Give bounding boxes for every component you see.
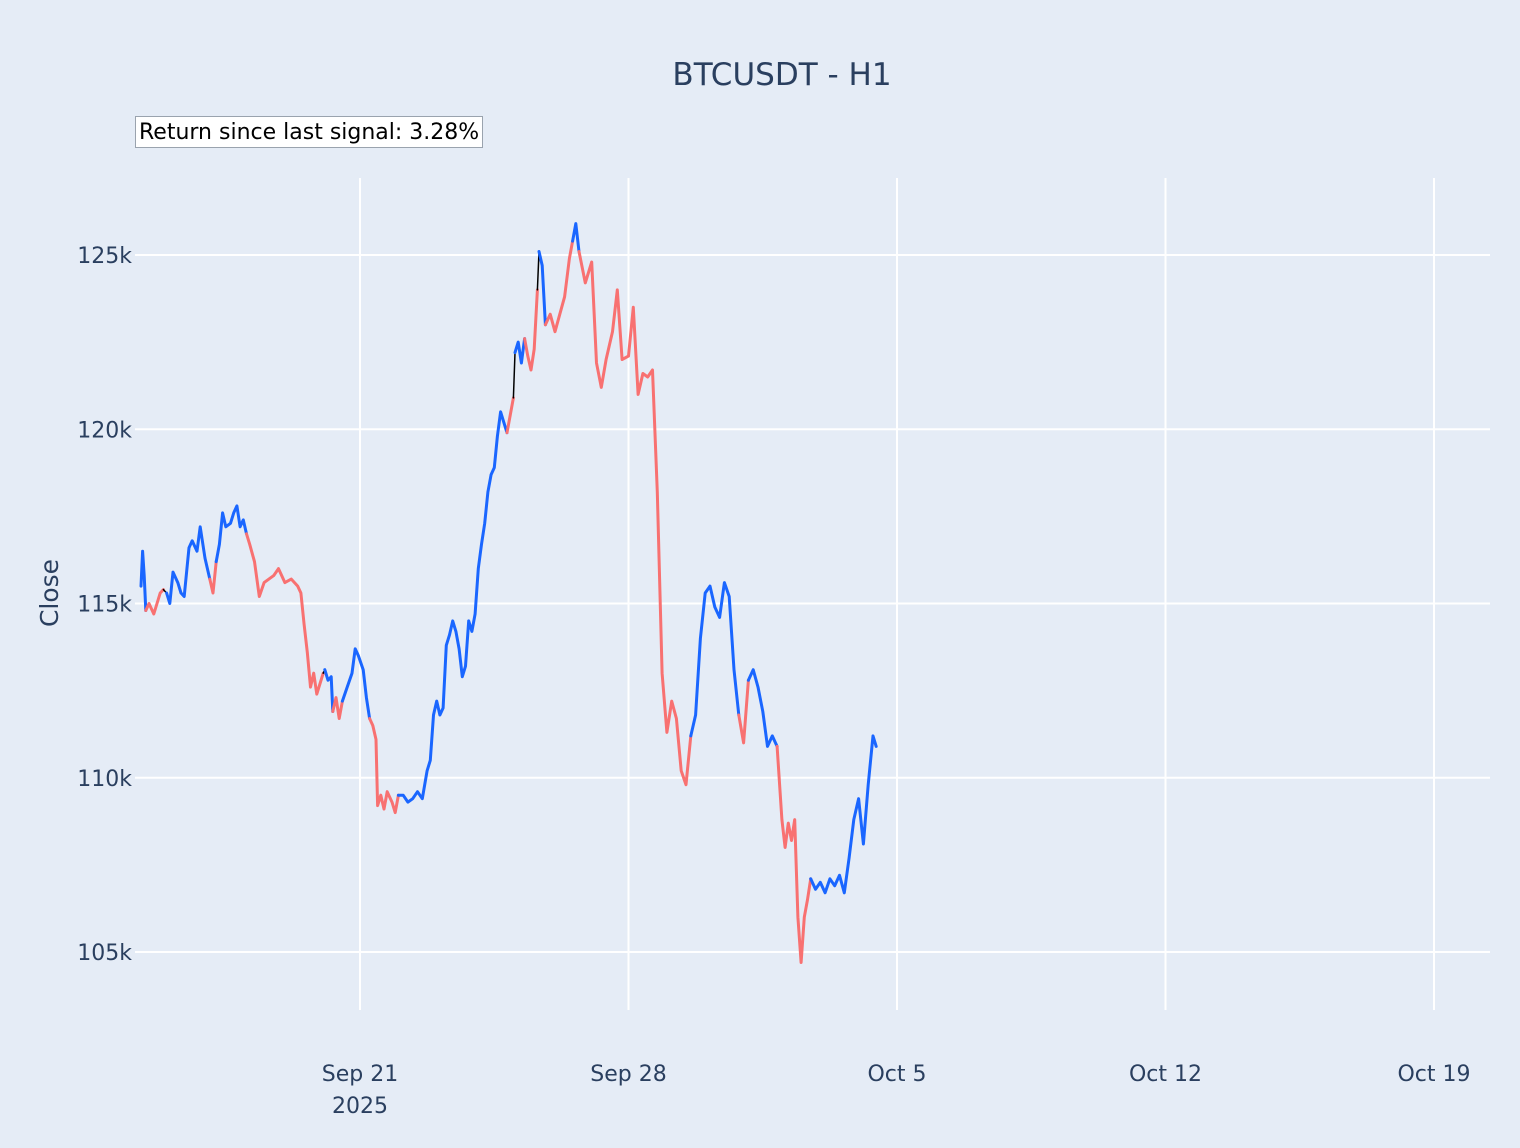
y-tick-label: 125k xyxy=(77,244,132,269)
close-line-up-segment xyxy=(513,337,527,365)
y-tick-label: 115k xyxy=(77,593,132,618)
close-line-neutral-segment xyxy=(536,250,540,291)
close-line-down-segment xyxy=(523,288,539,372)
close-line-up-segment xyxy=(139,549,148,612)
close-line-down-segment xyxy=(577,250,693,787)
close-line-down-segment xyxy=(331,696,344,720)
close-line-up-segment xyxy=(340,647,372,720)
close-line-down-segment xyxy=(368,717,400,815)
x-tick-label: Oct 5 xyxy=(867,1062,926,1087)
close-line-down-segment xyxy=(245,532,325,696)
grid-layer xyxy=(135,178,1490,1010)
close-line-up-segment xyxy=(165,525,212,605)
close-line-down-segment xyxy=(144,588,165,616)
close-line-down-segment xyxy=(505,396,515,435)
tick-layer: 105k 110k 115k 120k 125k Sep 21 2025 Sep 28 Oct … xyxy=(77,244,1470,1119)
close-line-neutral-segment xyxy=(512,351,516,399)
x-tick-label: Oct 12 xyxy=(1129,1062,1202,1087)
close-line-down-segment xyxy=(775,744,813,964)
close-line-up-segment xyxy=(214,504,248,564)
chart-title: BTCUSDT - H1 xyxy=(672,57,891,93)
y-tick-label: 105k xyxy=(77,941,132,966)
return-annotation: Return since last signal: 3.28% xyxy=(135,116,484,148)
close-line-up-segment xyxy=(323,668,335,713)
x-tick-label: Sep 28 xyxy=(590,1062,666,1087)
close-line-up-segment xyxy=(746,668,779,748)
y-tick-label: 110k xyxy=(77,767,132,792)
close-line-down-segment xyxy=(208,560,218,595)
close-line-up-segment xyxy=(809,734,878,895)
y-tick-label: 120k xyxy=(77,418,132,443)
close-line-up-segment xyxy=(689,581,741,738)
close-line-up-segment xyxy=(537,250,547,327)
close-line-down-segment xyxy=(543,239,575,334)
close-line-down-segment xyxy=(737,678,750,745)
close-line-up-segment xyxy=(396,410,509,804)
series-layer xyxy=(139,222,878,964)
x-tick-label: Oct 19 xyxy=(1397,1062,1470,1087)
x-tick-year-label: 2025 xyxy=(332,1094,388,1119)
y-axis-label: Close xyxy=(35,559,64,627)
close-line-up-segment xyxy=(571,222,581,253)
x-tick-label: Sep 21 xyxy=(322,1062,398,1087)
